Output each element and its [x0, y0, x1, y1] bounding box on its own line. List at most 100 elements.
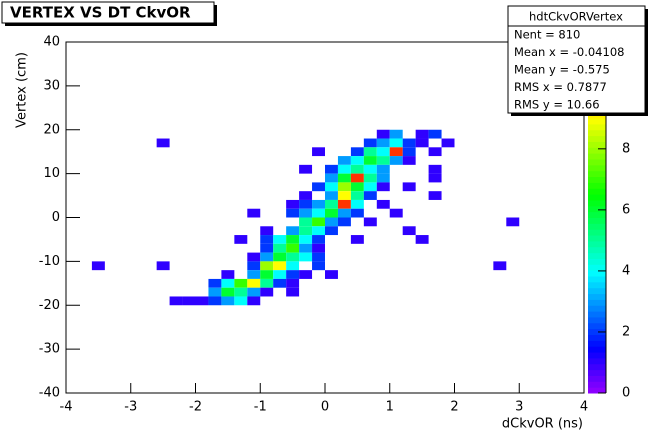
x-tick-label: -2 [189, 400, 202, 415]
y-tick-label: 30 [43, 78, 60, 93]
colorbar-segment [588, 118, 606, 125]
colorbar-segment [588, 240, 606, 248]
heat-cell [325, 208, 338, 218]
heat-cell [260, 226, 274, 236]
z-tick-label: 0 [622, 386, 630, 401]
x-tick-label: 1 [386, 400, 394, 415]
heat-cell [402, 138, 416, 148]
heat-cell [299, 208, 313, 218]
x-tick-label: -3 [124, 400, 137, 415]
heat-cell [415, 138, 429, 148]
heat-cell [337, 199, 351, 209]
heat-cell [156, 138, 170, 148]
heat-cell [208, 287, 222, 297]
heat-cell [234, 235, 248, 244]
heat-cell [363, 138, 377, 148]
y-tick-label: 10 [43, 166, 60, 181]
y-axis-label: Vertex (cm) [15, 52, 30, 128]
heat-cell [350, 156, 364, 165]
z-tick-label: 4 [622, 263, 630, 278]
heat-cell [312, 226, 325, 236]
heat-cell [402, 182, 416, 192]
heat-cell [299, 270, 313, 279]
heat-cell [247, 252, 261, 262]
heat-cell [363, 191, 377, 200]
stats-line: Mean y = -0.575 [514, 63, 610, 77]
heat-cell [286, 252, 300, 262]
heat-cell [376, 138, 390, 148]
colorbar-segment [588, 153, 606, 160]
heat-cell [376, 199, 390, 209]
heat-cell [208, 278, 222, 288]
heat-cell [299, 217, 313, 227]
heat-cell [156, 261, 170, 271]
heat-cell [286, 278, 300, 288]
stats-name: hdtCkvORVertex [529, 10, 623, 24]
colorbar-segment [588, 205, 606, 213]
colorbar-segment [588, 141, 606, 148]
colorbar-segment [588, 311, 606, 318]
heat-cell [325, 226, 338, 236]
colorbar-segment [588, 299, 606, 306]
heat-cell [337, 173, 351, 183]
y-tick-label: 0 [52, 210, 60, 225]
heat-cell [350, 164, 364, 174]
heat-cell [299, 226, 313, 236]
heat-cell [325, 182, 338, 192]
x-axis-label: dCkvOR (ns) [502, 417, 583, 432]
x-tick-label: -4 [60, 400, 73, 415]
heat-cell [376, 182, 390, 192]
z-tick-label: 8 [622, 141, 630, 156]
heat-cell [402, 226, 416, 236]
colorbar-segment [588, 363, 606, 371]
heat-cell [286, 243, 300, 253]
heat-cell [286, 270, 300, 279]
colorbar-segment [588, 375, 606, 382]
heat-cell [389, 208, 403, 218]
heat-cell [402, 147, 416, 157]
heat-cell [402, 156, 416, 165]
heat-cell [376, 156, 390, 165]
colorbar-segment [588, 188, 606, 195]
x-tick-label: -1 [254, 400, 267, 415]
heat-cell [312, 235, 325, 244]
stats-line: Nent = 810 [514, 28, 580, 42]
y-tick-label: 20 [43, 122, 60, 137]
heat-cell [363, 173, 377, 183]
heat-cell [337, 164, 351, 174]
colorbar-segment [588, 258, 606, 265]
heat-cell [299, 191, 313, 200]
heat-cell [363, 164, 377, 174]
colorbar-segment [588, 287, 606, 295]
colorbar-segment [588, 316, 606, 324]
heat-cell [221, 287, 235, 297]
heat-cell [195, 296, 209, 306]
heat-cell [247, 296, 261, 306]
heat-cell [299, 164, 313, 174]
colorbar-segment [588, 381, 606, 388]
stats-box [507, 5, 646, 114]
heat-cell [389, 147, 403, 157]
heat-cell [273, 252, 287, 262]
heat-cell [350, 147, 364, 157]
y-tick-label: -10 [39, 254, 60, 269]
heat-cell [221, 270, 235, 279]
heat-cell [428, 129, 442, 139]
heat-cell [221, 278, 235, 288]
colorbar-segment [588, 334, 606, 341]
heat-cell [312, 217, 325, 227]
stats-line: RMS x = 0.7877 [514, 80, 607, 94]
heat-cell [350, 182, 364, 192]
colorbar-segment [588, 123, 606, 131]
heat-cell [428, 191, 442, 200]
heat-cell [312, 199, 325, 209]
heat-cell [350, 173, 364, 183]
heat-cell [273, 270, 287, 279]
colorbar-segment [588, 129, 606, 137]
heat-cell [286, 261, 300, 271]
heat-cell [363, 217, 377, 227]
heat-cell [260, 252, 274, 262]
heat-cell [337, 156, 351, 165]
heat-cell [286, 199, 300, 209]
